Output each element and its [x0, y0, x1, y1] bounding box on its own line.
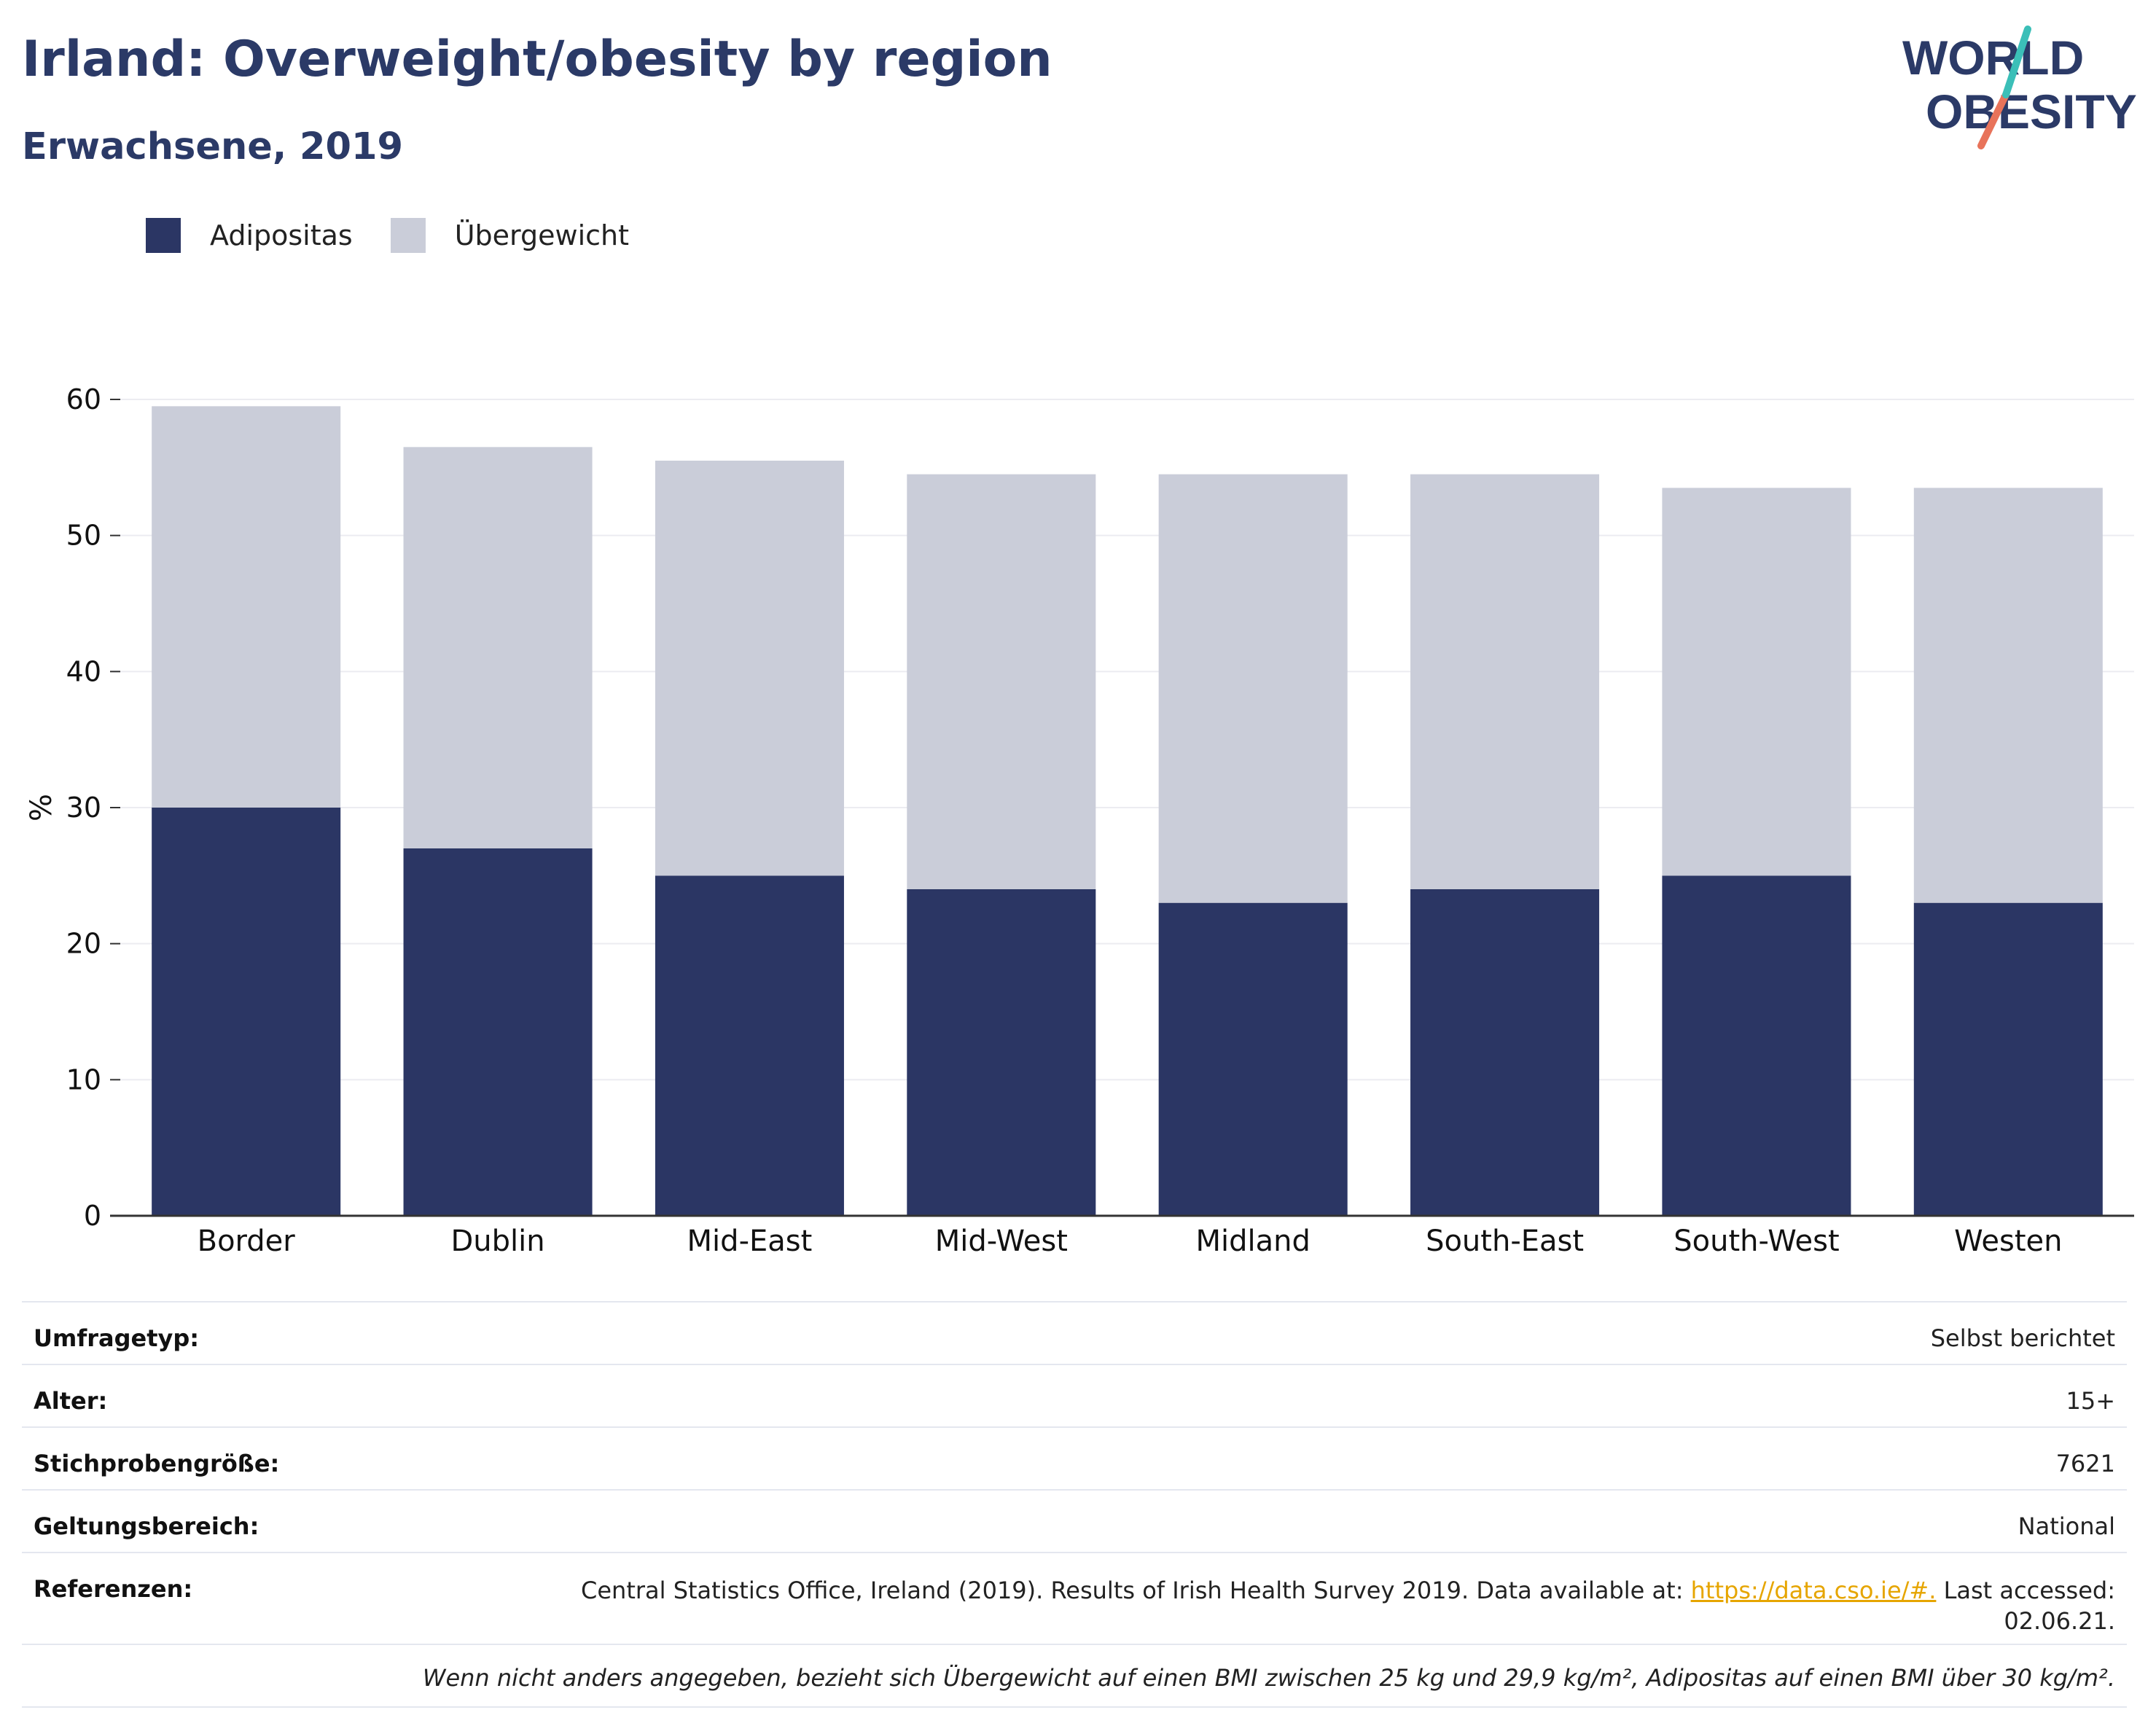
- x-tick-label-dublin: Dublin: [451, 1225, 545, 1258]
- meta-row-references: Referenzen: Central Statistics Office, I…: [22, 1552, 2127, 1644]
- bar-midland-uebergewicht: [1158, 474, 1348, 903]
- y-tick-label-60: 60: [66, 383, 101, 415]
- bar-midland-adipositas: [1158, 902, 1348, 1216]
- scope-label: Geltungsbereich:: [34, 1512, 259, 1540]
- x-tick-label-south-east: South-East: [1426, 1225, 1584, 1258]
- bar-mid-east-uebergewicht: [655, 461, 844, 876]
- bar-dublin-uebergewicht: [403, 447, 593, 848]
- y-axis-label: %: [25, 794, 58, 821]
- chart-title: Irland: Overweight/obesity by region: [22, 31, 1052, 88]
- legend-item-uebergewicht[interactable]: Übergewicht: [390, 218, 629, 253]
- legend-swatch-uebergewicht: [390, 218, 426, 253]
- y-tick-label-40: 40: [66, 655, 101, 687]
- bar-mid-east-adipositas: [655, 875, 844, 1216]
- logo-slash-upper: [2002, 26, 2031, 98]
- meta-row-scope: Geltungsbereich: National: [22, 1489, 2127, 1552]
- logo-text-obesity: OBESITY: [1926, 85, 2137, 138]
- bar-border-adipositas: [152, 808, 341, 1216]
- world-obesity-logo: WORLD OBESITY: [1902, 26, 2137, 149]
- meta-row-survey-type: Umfragetyp: Selbst berichtet: [22, 1301, 2127, 1364]
- bar-dublin-adipositas: [403, 848, 593, 1216]
- meta-row-age: Alter: 15+: [22, 1364, 2127, 1426]
- survey-type-label: Umfragetyp:: [34, 1324, 200, 1352]
- x-tick-label-south-west: South-West: [1673, 1225, 1839, 1258]
- logo-slash-lower: [1977, 91, 2009, 149]
- survey-type-value: Selbst berichtet: [1930, 1324, 2115, 1352]
- bar-south-west-adipositas: [1662, 875, 1851, 1216]
- x-tick-label-mid-east: Mid-East: [687, 1225, 813, 1258]
- legend: Adipositas Übergewicht: [146, 216, 667, 255]
- bar-mid-west-adipositas: [907, 889, 1096, 1216]
- legend-item-adipositas[interactable]: Adipositas: [146, 218, 353, 253]
- references-text: Central Statistics Office, Ireland (2019…: [581, 1577, 1691, 1604]
- legend-swatch-adipositas: [146, 218, 181, 253]
- meta-row-sample-size: Stichprobengröße: 7621: [22, 1426, 2127, 1489]
- chart-subtitle: Erwachsene, 2019: [22, 125, 403, 168]
- y-tick-label-20: 20: [66, 928, 101, 960]
- legend-label-uebergewicht: Übergewicht: [454, 219, 629, 251]
- bar-mid-west-uebergewicht: [907, 474, 1096, 889]
- references-value: Central Statistics Office, Ireland (2019…: [563, 1575, 2115, 1636]
- age-value: 15+: [2066, 1387, 2115, 1415]
- bar-south-east-adipositas: [1410, 889, 1600, 1216]
- bar-chart: 0 10 20 30 40 50 60% Border Dublin Mid-East Mid-We…: [25, 383, 2134, 1258]
- references-label: Referenzen:: [34, 1575, 193, 1603]
- references-link[interactable]: https://data.cso.ie/#.: [1690, 1577, 1937, 1604]
- sample-size-value: 7621: [2055, 1450, 2115, 1477]
- metadata-table: Umfragetyp: Selbst berichtet Alter: 15+ …: [22, 1301, 2127, 1708]
- legend-label-adipositas: Adipositas: [210, 219, 353, 251]
- bar-south-west-uebergewicht: [1662, 488, 1851, 876]
- bar-westen-adipositas: [1913, 902, 2103, 1216]
- sample-size-label: Stichprobengröße:: [34, 1450, 280, 1477]
- x-tick-label-mid-west: Mid-West: [935, 1225, 1068, 1258]
- bar-westen-uebergewicht: [1913, 488, 2103, 903]
- footnote: Wenn nicht anders angegeben, bezieht sic…: [22, 1644, 2127, 1708]
- x-tick-label-westen: Westen: [1954, 1225, 2062, 1258]
- logo-text-world: WORLD: [1902, 31, 2084, 85]
- x-tick-label-border: Border: [198, 1225, 296, 1258]
- bar-border-uebergewicht: [152, 406, 341, 808]
- y-tick-label-0: 0: [84, 1200, 101, 1232]
- y-tick-label-30: 30: [66, 792, 101, 824]
- y-tick-label-50: 50: [66, 520, 101, 552]
- x-tick-label-midland: Midland: [1195, 1225, 1310, 1258]
- age-label: Alter:: [34, 1387, 108, 1415]
- bar-south-east-uebergewicht: [1410, 474, 1600, 889]
- references-accessed: Last accessed: 02.06.21.: [1936, 1577, 2115, 1635]
- scope-value: National: [2018, 1512, 2115, 1540]
- y-tick-label-10: 10: [66, 1063, 101, 1096]
